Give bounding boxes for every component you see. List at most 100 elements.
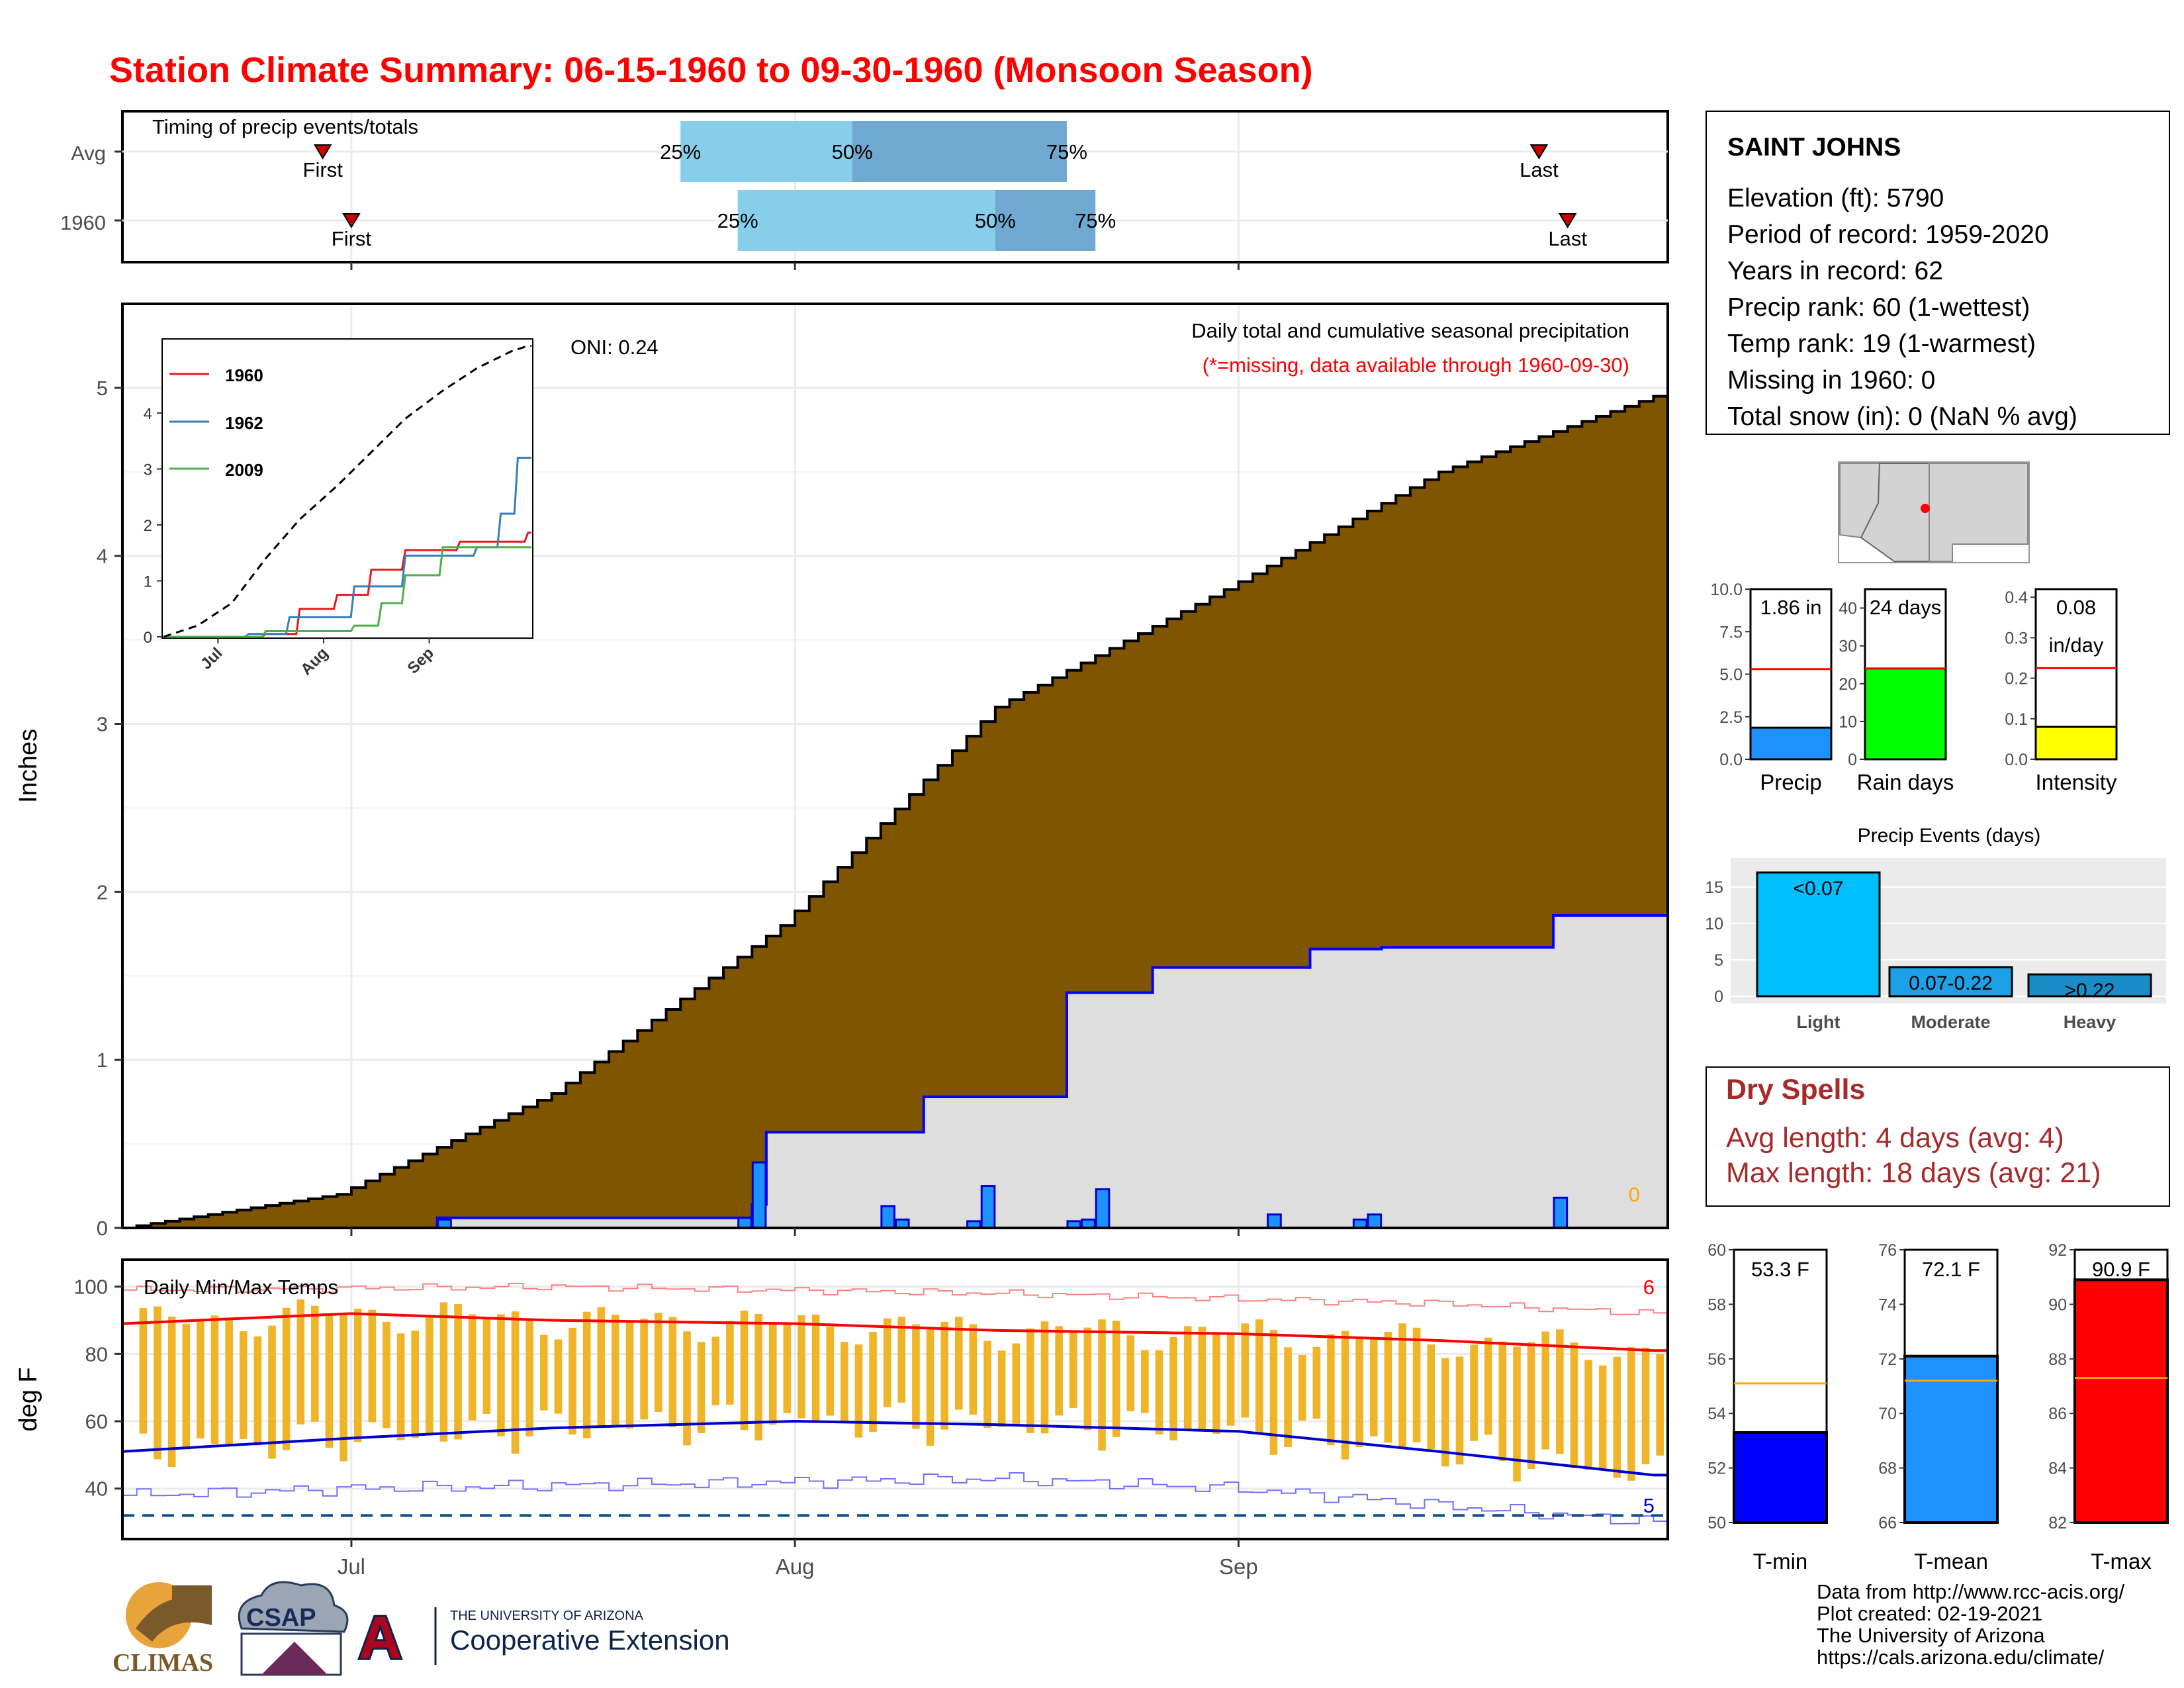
daily-temp-bar <box>1098 1319 1106 1451</box>
events-bar-light <box>1756 871 1881 998</box>
timing-row-label-avg: Avg <box>71 142 106 165</box>
daily-temp-bar <box>1112 1321 1120 1437</box>
daily-temp-bar <box>1470 1344 1478 1441</box>
daily-temp-bar <box>1341 1331 1349 1460</box>
minibar-tick-label-1-0: 0 <box>1848 751 1857 769</box>
daily-precip-bar <box>737 1217 752 1229</box>
figure-title: Station Climate Summary: 06-15-1960 to 0… <box>109 50 1313 90</box>
tempbar-tick-label-0-5: 60 <box>1707 1241 1726 1260</box>
daily-temp-bar <box>1226 1332 1235 1426</box>
daily-temp-bar <box>1141 1350 1149 1413</box>
tempbar-tick-label-0-3: 56 <box>1707 1350 1726 1369</box>
ua-a-logo: A <box>359 1605 402 1671</box>
tempbar-tick-label-1-4: 74 <box>1878 1295 1897 1314</box>
inset-legend: 1960 1962 2009 <box>169 365 263 480</box>
minibar-tick-label-2-2: 0.2 <box>2005 670 2028 688</box>
daily-temp-bar <box>554 1339 563 1414</box>
dry-spells-frame <box>1706 1066 2170 1207</box>
daily-temp-bar <box>997 1350 1006 1427</box>
precip-ytick-label-4: 4 <box>97 545 108 568</box>
daily-temp-bar <box>1169 1336 1177 1440</box>
minibar-fill-0 <box>1749 726 1833 761</box>
minibar-tick-label-1-1: 10 <box>1839 713 1857 731</box>
daily-temp-bar <box>569 1327 576 1435</box>
daily-temp-bar <box>1556 1329 1564 1454</box>
inset-avg-line <box>163 344 531 638</box>
csap-logo-cloud <box>238 1581 349 1633</box>
csap-logo-mountain <box>261 1642 328 1675</box>
daily-temp-bar <box>625 1321 634 1429</box>
daily-temp-bar <box>1055 1326 1063 1416</box>
year-cumulative-area <box>122 915 1668 1228</box>
station-line-years: Years in record: 62 <box>1727 257 1943 285</box>
daily-temp-bar <box>325 1315 334 1448</box>
timing-pct-label-0-1: 50% <box>832 140 873 164</box>
daily-temp-bar <box>1040 1321 1049 1434</box>
minibar-label-2: Intensity <box>2036 770 2117 794</box>
daily-temp-bar <box>740 1310 749 1430</box>
tempbar-tick-label-0-2: 54 <box>1707 1405 1726 1423</box>
daily-temp-bar <box>482 1319 491 1414</box>
avg-min-line <box>122 1420 1668 1477</box>
daily-temp-bar <box>1527 1342 1535 1470</box>
inset-ytick-label-0: 0 <box>144 629 152 647</box>
temp-panel: 40 60 80 100 Daily Min/Max Temps deg F 6 5 <box>15 1258 1669 1547</box>
daily-temp-bar <box>167 1316 176 1467</box>
minibar-value-0: 1.86 in <box>1760 596 1821 619</box>
tempbar-value-0: 53.3 F <box>1751 1258 1809 1281</box>
timing-pct-label-0-2: 75% <box>1046 140 1087 164</box>
daily-temp-bar <box>612 1314 619 1426</box>
minibar-tick-label-1-4: 40 <box>1839 600 1857 618</box>
inset-bg <box>161 338 533 639</box>
daily-temp-bar <box>1455 1356 1464 1465</box>
logo-climas: CLIMAS <box>113 1582 213 1677</box>
station-name: SAINT JOHNS <box>1727 133 1901 162</box>
timing-row-label-year: 1960 <box>60 211 106 234</box>
daily-temp-bar <box>1269 1329 1278 1455</box>
precip-ylabel: Inches <box>15 729 42 803</box>
tempbar-tick-label-1-1: 68 <box>1878 1460 1897 1478</box>
precip-caption: Daily total and cumulative seasonal prec… <box>1191 319 1629 342</box>
station-box-frame <box>1706 111 2170 435</box>
record-high-count: 6 <box>1643 1276 1655 1299</box>
csap-logo-text: CSAP <box>246 1604 316 1632</box>
station-line-precip-rank: Precip rank: 60 (1-wettest) <box>1727 293 2030 322</box>
events-bar-label-2: >0.22 <box>2065 980 2115 1002</box>
timing-first-marker-0 <box>313 144 332 160</box>
daily-precip-bar <box>1367 1213 1383 1229</box>
precip-panel: 0 1 2 3 4 5 Jul Aug Sep Inches ONI: 0.24 Daily t… <box>15 303 1669 1579</box>
minibar-label-0: Precip <box>1760 770 1822 794</box>
daily-temp-bar <box>1083 1327 1092 1430</box>
daily-temp-bar <box>1398 1323 1406 1447</box>
timing-pct-label-1-2: 75% <box>1075 209 1116 232</box>
minibar-tick-label-0-2: 5.0 <box>1719 666 1743 684</box>
events-category-2: Heavy <box>2064 1012 2116 1032</box>
minibar-tick-label-0-4: 10.0 <box>1710 581 1743 599</box>
avg-cumulative-line <box>122 395 1668 1229</box>
timing-panel: 25% 50% 75% First Last 25% 50% 75% First Last Tim… <box>60 110 1669 270</box>
daily-temp-bar <box>1312 1346 1321 1419</box>
daily-temp-bar <box>383 1321 390 1429</box>
tempbar-tick-label-2-0: 82 <box>2048 1514 2067 1532</box>
daily-temp-bar <box>1255 1319 1263 1434</box>
legend-label-1962: 1962 <box>225 413 263 433</box>
daily-temp-bar <box>983 1340 991 1428</box>
station-location-marker <box>1921 504 1930 513</box>
tempbar-tick-label-1-5: 76 <box>1878 1241 1897 1260</box>
tempbar-tick-label-0-4: 58 <box>1707 1295 1726 1314</box>
daily-temp-bar <box>1012 1343 1021 1425</box>
tempbar-fill-2 <box>2073 1278 2169 1524</box>
timing-last-marker-1 <box>1558 213 1577 228</box>
dry-spells-title: Dry Spells <box>1726 1074 1865 1105</box>
tempbar-tick-label-2-3: 88 <box>2048 1350 2067 1369</box>
station-line-snow: Total snow (in): 0 (NaN % avg) <box>1727 402 2077 431</box>
daily-temp-bar <box>697 1342 705 1433</box>
daily-temp-bar <box>668 1317 677 1428</box>
daily-temp-bar <box>854 1344 863 1438</box>
inset-ytick-label-2: 2 <box>144 517 152 535</box>
daily-temp-bar <box>1656 1354 1664 1456</box>
daily-temp-bar <box>1369 1339 1378 1436</box>
minibar-value-unit-2: in/day <box>2049 633 2104 657</box>
